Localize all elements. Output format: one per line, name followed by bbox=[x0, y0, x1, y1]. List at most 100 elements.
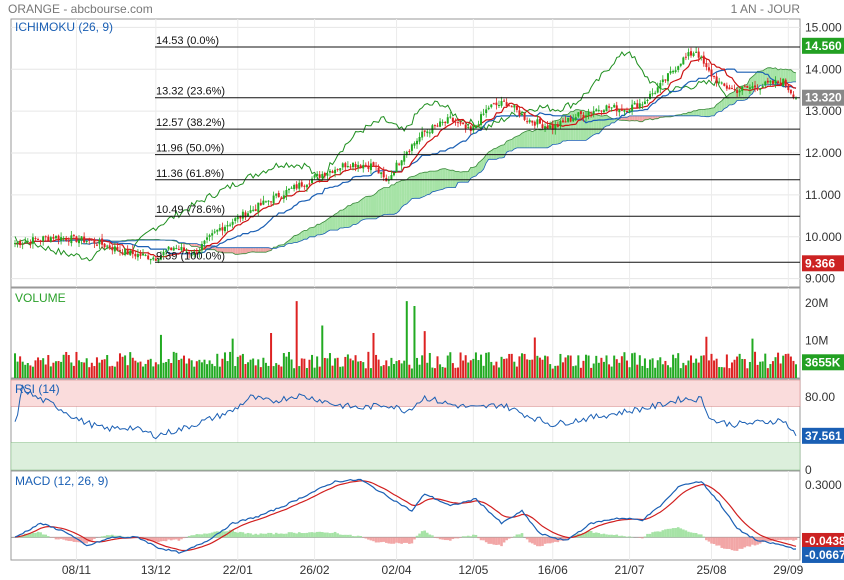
cloud-segment bbox=[219, 247, 223, 253]
macd-histogram-bar bbox=[159, 537, 163, 542]
cloud-segment bbox=[360, 198, 364, 221]
candle-body bbox=[649, 93, 652, 99]
rsi-panel-title: RSI (14) bbox=[15, 382, 60, 396]
macd-histogram-bar bbox=[187, 535, 191, 538]
cloud-segment bbox=[701, 109, 704, 117]
fibonacci-label: 11.36 (61.8%) bbox=[156, 168, 224, 180]
volume-bar bbox=[293, 368, 296, 378]
macd-histogram-bar bbox=[251, 534, 255, 538]
candle-body bbox=[610, 107, 613, 109]
candle-body bbox=[646, 99, 649, 101]
volume-bar bbox=[52, 362, 55, 378]
volume-bar bbox=[31, 366, 34, 378]
macd-histogram-bar bbox=[771, 537, 775, 541]
cloud-segment bbox=[583, 110, 587, 141]
fibonacci-label: 13.32 (23.6%) bbox=[156, 86, 225, 98]
candle-body bbox=[280, 197, 283, 199]
cloud-segment bbox=[703, 108, 707, 117]
candle-body bbox=[295, 184, 298, 189]
candle-body bbox=[98, 239, 101, 245]
macd-histogram-bar bbox=[259, 533, 263, 538]
candle-body bbox=[756, 88, 759, 90]
volume-bar bbox=[623, 352, 626, 378]
candle-body bbox=[510, 106, 513, 108]
indicator-lines bbox=[14, 51, 797, 262]
candle-body bbox=[377, 167, 380, 174]
volume-bar bbox=[275, 363, 278, 378]
volume-bar bbox=[451, 363, 454, 378]
cloud-segment bbox=[731, 91, 735, 105]
candle-body bbox=[428, 132, 431, 134]
volume-bar bbox=[318, 366, 321, 378]
volume-bar bbox=[321, 325, 324, 378]
candle-body bbox=[590, 112, 593, 114]
volume-bar bbox=[134, 360, 137, 378]
volume-bar bbox=[723, 367, 726, 378]
volume-bar bbox=[103, 359, 106, 378]
volume-bar bbox=[247, 362, 250, 378]
volume-bar bbox=[183, 355, 186, 378]
candle-body bbox=[206, 237, 209, 240]
volume-bar bbox=[241, 353, 244, 378]
volume-bar bbox=[290, 359, 293, 378]
candle-body bbox=[567, 117, 570, 122]
candle-body bbox=[136, 253, 139, 258]
macd-histogram-bar bbox=[64, 537, 68, 541]
cloud-segment bbox=[624, 117, 627, 121]
candle-body bbox=[382, 171, 385, 178]
cloud-segment bbox=[711, 107, 715, 116]
axes-labels: 15.000 14.000 13.000 12.000 11.000 10.000 9.00… bbox=[62, 20, 842, 577]
candle-body bbox=[485, 109, 488, 114]
volume-bar bbox=[403, 360, 406, 378]
volume-bar bbox=[144, 363, 147, 378]
volume-bar bbox=[771, 361, 774, 378]
candle-body bbox=[631, 104, 634, 112]
macd-histogram-bar bbox=[341, 534, 345, 538]
cloud-segment bbox=[194, 243, 197, 247]
candle-body bbox=[208, 235, 211, 237]
macd-histogram-bar bbox=[384, 537, 388, 543]
candle-body bbox=[664, 79, 667, 81]
volume-bar bbox=[380, 366, 383, 378]
macd-histogram-bar bbox=[292, 532, 296, 538]
macd-histogram-bar bbox=[323, 532, 327, 538]
candle-body bbox=[602, 110, 605, 113]
cloud-segment bbox=[445, 168, 448, 188]
cloud-segment bbox=[335, 212, 338, 231]
macd-histogram-bar bbox=[610, 534, 613, 538]
volume-bar bbox=[131, 357, 134, 378]
volume-bar bbox=[656, 360, 659, 378]
macd-histogram-bar bbox=[208, 533, 211, 538]
macd-histogram-bar bbox=[410, 537, 414, 544]
volume-bar bbox=[495, 361, 498, 378]
candle-body bbox=[49, 237, 52, 242]
candle-body bbox=[323, 172, 326, 177]
cloud-segment bbox=[542, 128, 546, 148]
volume-bar bbox=[16, 361, 19, 378]
candle-body bbox=[743, 86, 746, 88]
candle-body bbox=[490, 104, 493, 108]
volume-bar bbox=[559, 353, 562, 378]
volume-bar bbox=[490, 361, 493, 378]
candle-body bbox=[226, 225, 229, 227]
volume-bar bbox=[615, 359, 618, 378]
macd-histogram-bar bbox=[564, 537, 567, 541]
macd-histogram-bar bbox=[477, 537, 480, 539]
volume-bar bbox=[446, 355, 449, 378]
candle-body bbox=[713, 75, 716, 77]
cloud-segment bbox=[393, 182, 397, 215]
candle-body bbox=[748, 87, 751, 89]
candle-body bbox=[180, 247, 183, 251]
candle-body bbox=[213, 231, 216, 233]
volume-bar bbox=[628, 367, 631, 378]
candle-body bbox=[792, 94, 795, 98]
macd-histogram-bar bbox=[315, 531, 319, 538]
macd-histogram-bar bbox=[436, 537, 439, 539]
macd-histogram-bar bbox=[653, 531, 657, 538]
macd-histogram-bar bbox=[75, 537, 78, 543]
macd-histogram-bar bbox=[108, 535, 112, 538]
macd-histogram-bar bbox=[80, 537, 83, 543]
volume-bar bbox=[400, 363, 403, 378]
candle-body bbox=[387, 179, 390, 181]
panel-frames bbox=[10, 18, 801, 561]
